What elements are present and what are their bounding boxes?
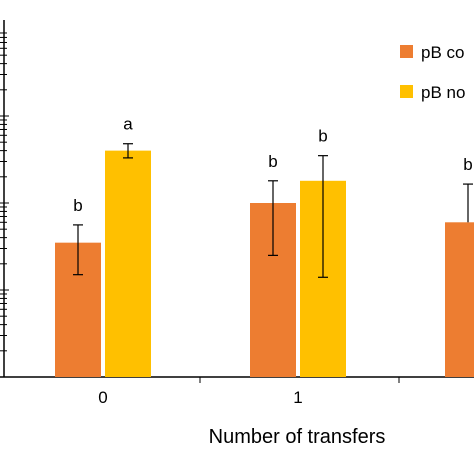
bars: b b b a b: [55, 115, 474, 377]
significance-letter: b: [268, 152, 277, 171]
significance-letter: b: [73, 196, 82, 215]
y-axis: [0, 20, 9, 378]
legend-swatch: [400, 45, 413, 58]
significance-letter: b: [318, 127, 327, 146]
bar: [445, 222, 474, 377]
legend: pB co pB no: [400, 43, 465, 102]
legend-label: pB no: [421, 83, 465, 102]
legend-label: pB co: [421, 43, 464, 62]
legend-swatch: [400, 85, 413, 98]
x-tick-label: 1: [293, 388, 302, 407]
bar: [105, 150, 151, 377]
significance-letter: a: [123, 115, 133, 134]
x-tick-label: 0: [98, 388, 107, 407]
x-axis-label: Number of transfers: [209, 426, 386, 448]
significance-letter: b: [463, 155, 472, 174]
x-axis: 012: [0, 376, 474, 407]
